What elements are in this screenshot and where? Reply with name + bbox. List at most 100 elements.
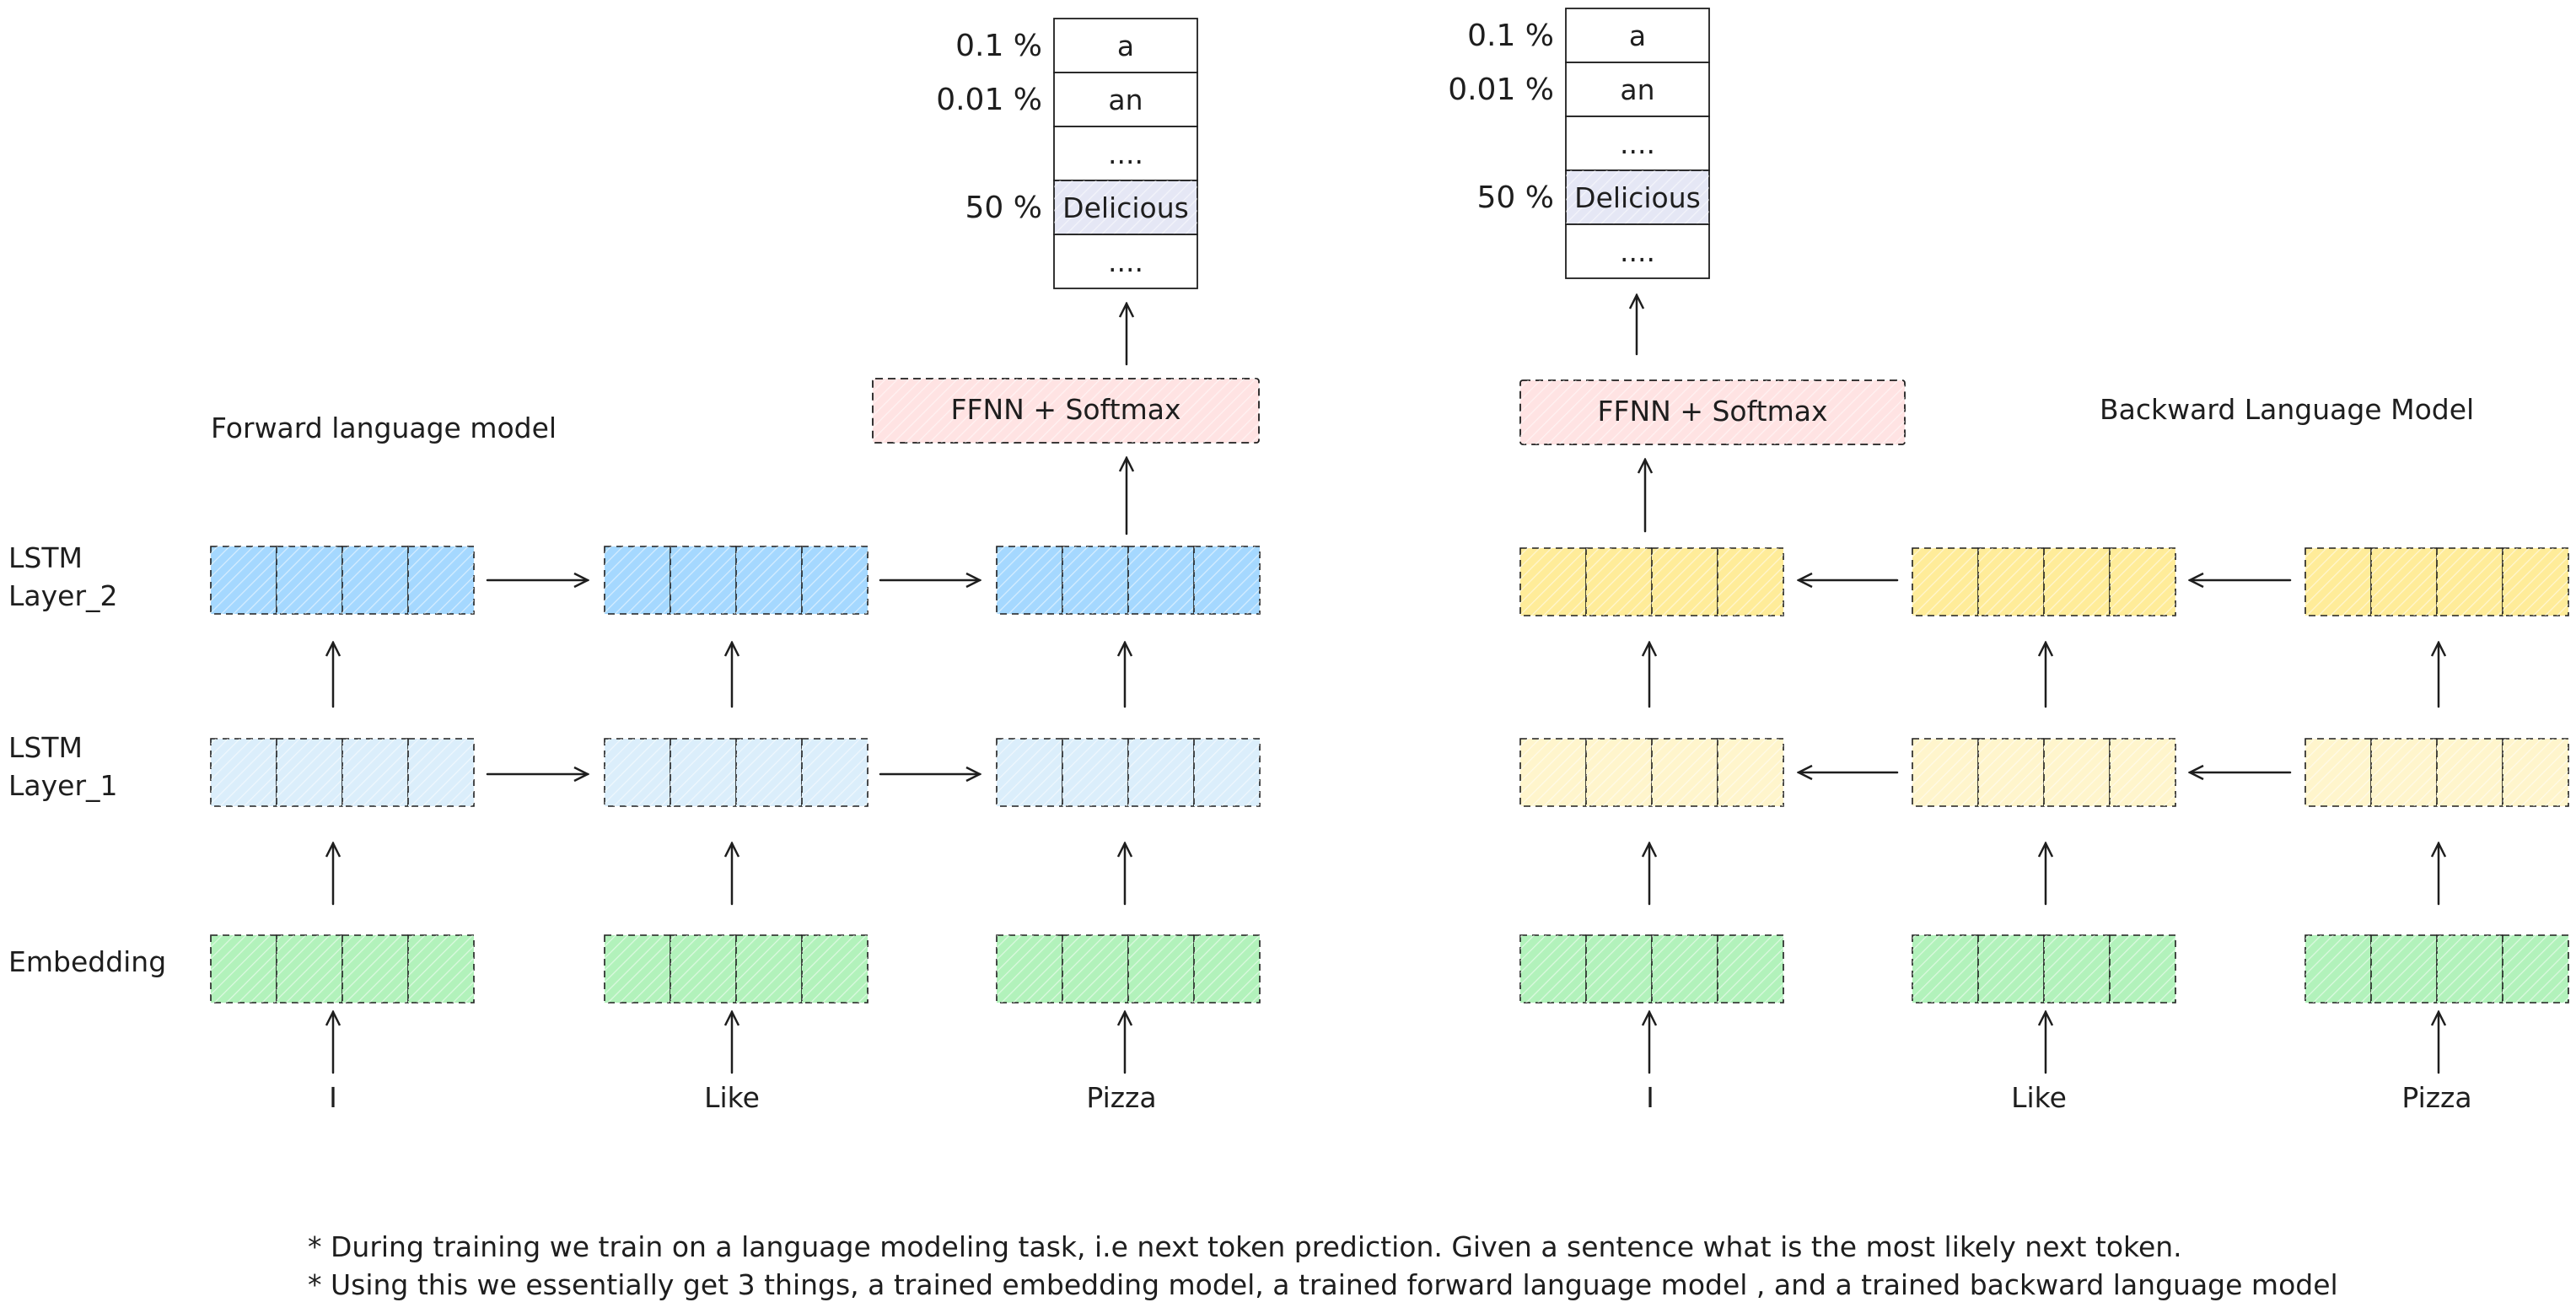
vector-cell-hatch: [408, 546, 474, 614]
backward-token-2: Like: [2011, 1081, 2067, 1114]
row-label-embedding: Embedding: [8, 945, 166, 978]
backward-lstm2-vector-1: [1519, 547, 1784, 616]
backward-output-cell-hatch: [1566, 170, 1709, 224]
vector-cell-hatch: [1586, 739, 1652, 806]
backward-output-cell: [1565, 8, 1710, 63]
vector-cell-hatch: [1718, 739, 1783, 806]
vector-cell-hatch: [1062, 739, 1128, 806]
connections: [333, 295, 2439, 1074]
backward-output-word: ....: [1620, 235, 1655, 268]
backward-output-probability: 0.01 %: [1448, 73, 1554, 107]
backward-lstm1-vector-2: [1912, 738, 2176, 807]
forward-embedding-vector-1: [210, 934, 475, 1004]
vector-cell-hatch: [2044, 739, 2110, 806]
backward-output-distribution: a 0.1 % an 0.01 %.... Delicious 50 %....: [1448, 8, 1710, 279]
vector-cell-hatch: [1586, 548, 1652, 616]
vector-cell-hatch: [670, 739, 736, 806]
forward-output-cell: [1053, 72, 1198, 127]
backward-ffnn-label: FFNN + Softmax: [1598, 395, 1828, 428]
forward-output-probability: 0.01 %: [936, 83, 1042, 117]
vector-cell-hatch: [1718, 548, 1783, 616]
vector-cell-hatch: [2044, 935, 2110, 1003]
vector-cell-hatch: [2437, 548, 2503, 616]
forward-title: Forward language model: [211, 412, 557, 444]
forward-lstm1-vector-3: [996, 738, 1261, 807]
vector-cell-hatch: [736, 546, 802, 614]
forward-token-3: Pizza: [1086, 1081, 1156, 1114]
vector-cell-hatch: [997, 739, 1062, 806]
backward-output-cell: [1565, 223, 1710, 279]
forward-output-cell-hatch: [1054, 180, 1197, 234]
forward-output-word: Delicious: [1062, 191, 1189, 224]
vector-cell-hatch: [2110, 935, 2175, 1003]
backward-output-cell: [1565, 116, 1710, 171]
forward-output-distribution: a 0.1 % an 0.01 %.... Delicious 50 %....: [936, 18, 1198, 289]
vector-cell-hatch: [211, 935, 277, 1003]
backward-lstm2-vector-2: [1912, 547, 2176, 616]
vector-cell-hatch: [277, 935, 342, 1003]
backward-output-word: an: [1620, 73, 1654, 106]
vector-cell-hatch: [2305, 548, 2371, 616]
vector-cell-hatch: [802, 739, 868, 806]
vector-cell-hatch: [1586, 935, 1652, 1003]
backward-output-word: a: [1629, 19, 1646, 52]
row-label-lstm1-line1: LSTM: [8, 731, 83, 764]
forward-token-1: I: [329, 1081, 337, 1114]
vector-cell-hatch: [997, 546, 1062, 614]
vector-cell-hatch: [1062, 546, 1128, 614]
vector-cell-hatch: [802, 935, 868, 1003]
embedding-layer: [210, 934, 2569, 1004]
forward-lstm2-vector-2: [604, 546, 869, 615]
vector-cell-hatch: [1520, 935, 1586, 1003]
vector-cell-hatch: [736, 935, 802, 1003]
vector-cell-hatch: [605, 546, 670, 614]
backward-token-1: I: [1646, 1081, 1654, 1114]
vector-cell-hatch: [1652, 548, 1718, 616]
forward-embedding-vector-2: [604, 934, 869, 1004]
vector-cell-hatch: [1520, 739, 1586, 806]
vector-cell-hatch: [2305, 739, 2371, 806]
vector-cell-hatch: [2503, 739, 2568, 806]
backward-output-cell: [1565, 62, 1710, 117]
backward-ffnn-hatch: [1520, 380, 1905, 444]
footnote-2: * Using this we essentially get 3 things…: [308, 1268, 2338, 1301]
vector-cell-hatch: [802, 546, 868, 614]
lstm-layer-2: [210, 546, 2569, 616]
vector-cell-hatch: [1912, 739, 1978, 806]
forward-lstm1-vector-2: [604, 738, 869, 807]
vector-cell-hatch: [670, 546, 736, 614]
vector-cell-hatch: [1978, 935, 2044, 1003]
vector-cell-hatch: [1128, 546, 1194, 614]
vector-cell-hatch: [1652, 935, 1718, 1003]
vector-cell-hatch: [2371, 935, 2437, 1003]
lstm-layer-1: [210, 738, 2569, 807]
forward-output-probability: 50 %: [965, 191, 1042, 225]
vector-cell-hatch: [2437, 935, 2503, 1003]
vector-cell-hatch: [342, 739, 408, 806]
vector-cell-hatch: [736, 739, 802, 806]
vector-cell-hatch: [605, 935, 670, 1003]
forward-lstm2-vector-1: [210, 546, 475, 615]
vector-cell-hatch: [1978, 548, 2044, 616]
vector-cell-hatch: [1652, 739, 1718, 806]
vector-cell-hatch: [2503, 935, 2568, 1003]
backward-output-word: Delicious: [1574, 181, 1701, 214]
vector-cell-hatch: [1912, 935, 1978, 1003]
backward-embedding-vector-2: [1912, 934, 2176, 1004]
vector-cell-hatch: [2110, 739, 2175, 806]
vector-cell-hatch: [342, 935, 408, 1003]
forward-output-word: ....: [1108, 245, 1143, 278]
vector-cell-hatch: [2371, 548, 2437, 616]
vector-cell-hatch: [605, 739, 670, 806]
vector-cell-hatch: [1718, 935, 1783, 1003]
vector-cell-hatch: [277, 546, 342, 614]
forward-lstm1-vector-1: [210, 738, 475, 807]
backward-embedding-vector-3: [2304, 934, 2569, 1004]
backward-lstm1-vector-1: [1519, 738, 1784, 807]
vector-cell-hatch: [408, 739, 474, 806]
backward-output-probability: 0.1 %: [1467, 19, 1554, 53]
row-label-lstm2-line1: LSTM: [8, 541, 83, 574]
vector-cell-hatch: [2503, 548, 2568, 616]
forward-output-cell: [1053, 234, 1198, 289]
